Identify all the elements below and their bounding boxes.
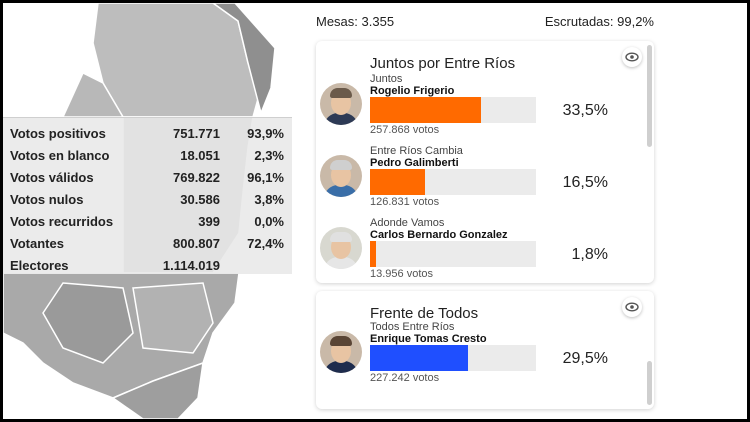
candidate-votes: 227.242 votos: [370, 372, 440, 384]
candidate-row[interactable]: Todos Entre Ríos Enrique Tomas Cresto 22…: [316, 321, 654, 393]
coalition-card-frente: Frente de Todos Todos Entre Ríos Enrique…: [316, 291, 654, 409]
stats-label: Votos positivos: [10, 126, 106, 141]
stats-value: 30.586: [180, 192, 220, 207]
candidate-party: Todos Entre Ríos: [370, 321, 455, 333]
card-scrollbar[interactable]: [647, 361, 652, 405]
stats-value: 751.771: [173, 126, 220, 141]
candidate-party: Adonde Vamos: [370, 217, 445, 229]
candidate-name: Carlos Bernardo Gonzalez: [370, 229, 508, 241]
candidate-pct: 29,5%: [562, 350, 608, 367]
candidate-pct: 16,5%: [562, 174, 608, 191]
stats-row-validos: Votos válidos 769.822 96,1%: [3, 166, 292, 188]
stats-label: Votantes: [10, 236, 64, 251]
escrutadas-pct: Escrutadas: 99,2%: [544, 14, 654, 29]
stats-label: Votos válidos: [10, 170, 94, 185]
stats-label: Electores: [10, 258, 69, 273]
candidate-row[interactable]: Juntos Rogelio Frigerio 257.868 votos 33…: [316, 73, 654, 145]
candidate-name: Rogelio Frigerio: [370, 85, 455, 97]
stats-row-blanco: Votos en blanco 18.051 2,3%: [3, 144, 292, 166]
stats-value: 18.051: [180, 148, 220, 163]
coalition-title: Frente de Todos: [370, 305, 479, 322]
stats-row-recurridos: Votos recurridos 399 0,0%: [3, 210, 292, 232]
stats-label: Votos nulos: [10, 192, 84, 207]
eye-icon[interactable]: [622, 297, 642, 317]
vote-bar: [370, 345, 536, 371]
vote-bar: [370, 97, 536, 123]
candidate-party: Entre Ríos Cambia: [370, 145, 463, 157]
results-header: Mesas: 3.355 Escrutadas: 99,2%: [316, 11, 654, 29]
card-scrollbar[interactable]: [647, 45, 652, 147]
stats-value: 399: [198, 214, 220, 229]
candidate-pct: 1,8%: [571, 246, 608, 263]
stats-row-positivos: Votos positivos 751.771 93,9%: [3, 122, 292, 144]
candidate-row[interactable]: Adonde Vamos Carlos Bernardo Gonzalez 13…: [316, 217, 654, 283]
stats-row-votantes: Votantes 800.807 72,4%: [3, 232, 292, 254]
province-map[interactable]: Votos positivos 751.771 93,9% Votos en b…: [3, 3, 308, 419]
stats-pct: 3,8%: [254, 192, 284, 207]
candidate-avatar: [320, 83, 362, 125]
candidate-row[interactable]: Entre Ríos Cambia Pedro Galimberti 126.8…: [316, 145, 654, 217]
vote-bar-fill: [370, 97, 481, 123]
coalition-title: Juntos por Entre Ríos: [370, 55, 516, 72]
stats-value: 769.822: [173, 170, 220, 185]
stats-pct: 2,3%: [254, 148, 284, 163]
stats-pct: 72,4%: [247, 236, 284, 251]
vote-stats-table: Votos positivos 751.771 93,9% Votos en b…: [3, 117, 292, 274]
candidate-avatar: [320, 227, 362, 269]
stats-pct: 96,1%: [247, 170, 284, 185]
stats-pct: 93,9%: [247, 126, 284, 141]
stats-value: 1.114.019: [162, 258, 220, 273]
stats-label: Votos recurridos: [10, 214, 114, 229]
candidate-name: Enrique Tomas Cresto: [370, 333, 487, 345]
candidate-party: Juntos: [370, 73, 403, 85]
candidate-pct: 33,5%: [562, 102, 608, 119]
coalition-card-juntos: Juntos por Entre Ríos Juntos Rogelio Fri…: [316, 41, 654, 283]
candidate-votes: 126.831 votos: [370, 196, 440, 208]
candidate-name: Pedro Galimberti: [370, 157, 459, 169]
stats-row-nulos: Votos nulos 30.586 3,8%: [3, 188, 292, 210]
stats-label: Votos en blanco: [10, 148, 110, 163]
mesas-count: Mesas: 3.355: [316, 14, 395, 29]
vote-bar-fill: [370, 345, 468, 371]
candidate-votes: 13.956 votos: [370, 268, 433, 280]
stats-pct: 0,0%: [254, 214, 284, 229]
eye-icon[interactable]: [622, 47, 642, 67]
results-screen: Votos positivos 751.771 93,9% Votos en b…: [3, 3, 747, 419]
vote-bar-fill: [370, 169, 425, 195]
candidate-votes: 257.868 votos: [370, 124, 440, 136]
candidate-avatar: [320, 331, 362, 373]
stats-row-electores: Electores 1.114.019: [3, 254, 292, 276]
vote-bar: [370, 169, 536, 195]
vote-bar: [370, 241, 536, 267]
candidate-avatar: [320, 155, 362, 197]
stats-value: 800.807: [173, 236, 220, 251]
vote-bar-fill: [370, 241, 376, 267]
